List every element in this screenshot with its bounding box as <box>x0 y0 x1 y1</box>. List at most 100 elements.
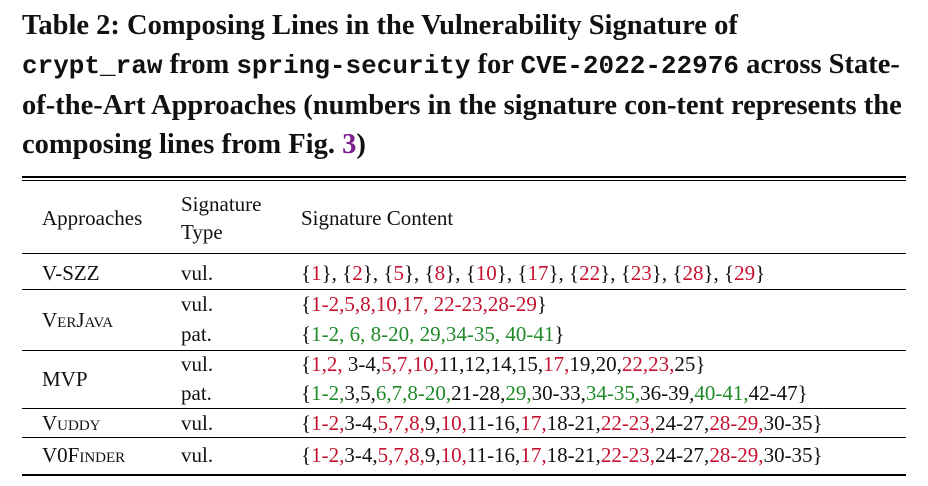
signature-text: 18-21, <box>546 443 601 467</box>
caption-code-project: spring-security <box>236 51 471 81</box>
signature-text: { <box>301 292 312 316</box>
vulnerable-lines: 17, <box>520 443 547 467</box>
signature-text: 30-35} <box>763 411 823 435</box>
vulnerable-lines: 1-2,5,8,10,17, 22-23,28-29 <box>311 292 537 316</box>
signature-text: 11,12,14,15, <box>438 352 544 376</box>
signature-text: 24-27, <box>655 443 710 467</box>
header-signature-content: Signature Content <box>301 206 454 230</box>
signature-text: } <box>536 292 547 316</box>
signature-text: }, { <box>496 261 528 285</box>
signature-text: 3-4, <box>342 352 382 376</box>
vulnerable-lines: 28-29, <box>709 443 764 467</box>
vulnerable-lines: 22,23, <box>621 352 675 376</box>
signature-content-cell: {1,2, 3-4,5,7,10,11,12,14,15,17,19,20,22… <box>301 351 705 377</box>
type-cell: pat. <box>181 322 212 346</box>
signature-content-cell: {1}, {2}, {5}, {8}, {10}, {17}, {22}, {2… <box>301 260 765 286</box>
signature-text: 36-39, <box>640 381 695 405</box>
signature-text: { <box>301 322 312 346</box>
type-cell: vul. <box>181 411 214 435</box>
vulnerable-lines: 1,2, <box>311 352 343 376</box>
signature-text: 42-47} <box>748 381 808 405</box>
signature-text: 30-33, <box>531 381 586 405</box>
signature-text: }, { <box>703 261 735 285</box>
signature-text: }, { <box>600 261 631 285</box>
signature-text: 18-21, <box>546 411 601 435</box>
signature-content-cell: {1-2, 6, 8-20, 29,34-35, 40-41} <box>301 321 564 347</box>
vulnerable-lines: 5,7,8, <box>377 443 425 467</box>
signature-text: 9, <box>424 443 441 467</box>
patch-lines: 6,7,8-20, <box>375 381 452 405</box>
type-cell: vul. <box>181 261 214 285</box>
patch-lines: 1-2, 6, 8-20, 29,34-35, 40-41 <box>311 322 555 346</box>
signature-text: 19,20, <box>569 352 622 376</box>
signature-text: { <box>301 411 312 435</box>
signature-text: 11-16, <box>466 443 521 467</box>
signature-content-cell: {1-2,3-4,5,7,8,9,10,11-16,17,18-21,22-23… <box>301 442 823 468</box>
bottom-rule <box>22 474 906 476</box>
caption-code-function: crypt_raw <box>22 51 163 81</box>
signature-text: { <box>301 381 312 405</box>
caption-text-5: ) <box>356 129 366 160</box>
type-cell: pat. <box>181 381 212 405</box>
signature-text: 3-4, <box>344 443 378 467</box>
signature-text: { <box>301 352 312 376</box>
table-caption: Table 2: Composing Lines in the Vulnerab… <box>22 6 912 164</box>
signature-text: }, { <box>651 261 683 285</box>
top-rule-thick <box>22 176 906 178</box>
type-cell: vul. <box>181 443 214 467</box>
patch-lines: 34-35, <box>585 381 641 405</box>
caption-text-1: Table 2: Composing Lines in the Vulnerab… <box>22 10 738 41</box>
patch-lines: 1-2, <box>311 381 345 405</box>
header-signature-type-line1: Signature <box>181 192 262 216</box>
patch-lines: 40-41, <box>694 381 749 405</box>
vulnerable-lines: 23 <box>630 261 652 285</box>
approach-cell: V-SZZ <box>42 261 100 285</box>
signature-text: }, { <box>445 261 476 285</box>
signature-text: 25} <box>674 352 706 376</box>
signature-text: 3,5, <box>344 381 376 405</box>
signature-text: 30-35} <box>763 443 823 467</box>
signature-content-cell: {1-2,3-4,5,7,8,9,10,11-16,17,18-21,22-23… <box>301 410 823 436</box>
patch-lines: 29, <box>505 381 532 405</box>
approach-cell: MVP <box>42 367 88 391</box>
row-divider <box>22 437 906 438</box>
signature-text: }, { <box>321 261 353 285</box>
signature-text: 11-16, <box>466 411 521 435</box>
signature-text: 24-27, <box>655 411 710 435</box>
vulnerable-lines: 10 <box>475 261 497 285</box>
approach-cell: VerJava <box>42 308 114 332</box>
type-cell: vul. <box>181 352 214 376</box>
vulnerable-lines: 22-23, <box>600 411 656 435</box>
header-rule <box>22 253 906 254</box>
signature-text: }, { <box>403 261 435 285</box>
vulnerable-lines: 8 <box>434 261 446 285</box>
vulnerable-lines: 28 <box>682 261 704 285</box>
signature-text: { <box>301 443 312 467</box>
vulnerable-lines: 17, <box>520 411 547 435</box>
header-signature-type-line2: Type <box>181 220 223 244</box>
top-rule-thin <box>22 180 906 181</box>
caption-figure-reference[interactable]: 3 <box>342 129 357 160</box>
type-cell: vul. <box>181 292 214 316</box>
vulnerable-lines: 17, <box>543 352 570 376</box>
signature-text: { <box>301 261 312 285</box>
row-divider <box>22 408 906 409</box>
vulnerable-lines: 1-2, <box>311 443 345 467</box>
header-approaches: Approaches <box>42 206 143 230</box>
vulnerable-lines: 1-2, <box>311 411 345 435</box>
caption-code-cve: CVE-2022-22976 <box>520 51 739 81</box>
approach-cell: Vuddy <box>42 411 101 435</box>
vulnerable-lines: 28-29, <box>709 411 764 435</box>
signature-text: 3-4, <box>344 411 378 435</box>
caption-text-2: from <box>162 49 237 80</box>
vulnerable-lines: 22-23, <box>600 443 656 467</box>
signature-text: }, { <box>548 261 580 285</box>
signature-text: 21-28, <box>451 381 506 405</box>
signature-text: 9, <box>424 411 441 435</box>
vulnerable-lines: 17 <box>527 261 549 285</box>
vulnerable-lines: 29 <box>734 261 756 285</box>
row-divider <box>22 289 906 290</box>
vulnerable-lines: 22 <box>579 261 601 285</box>
approach-cell: V0Finder <box>42 443 126 467</box>
